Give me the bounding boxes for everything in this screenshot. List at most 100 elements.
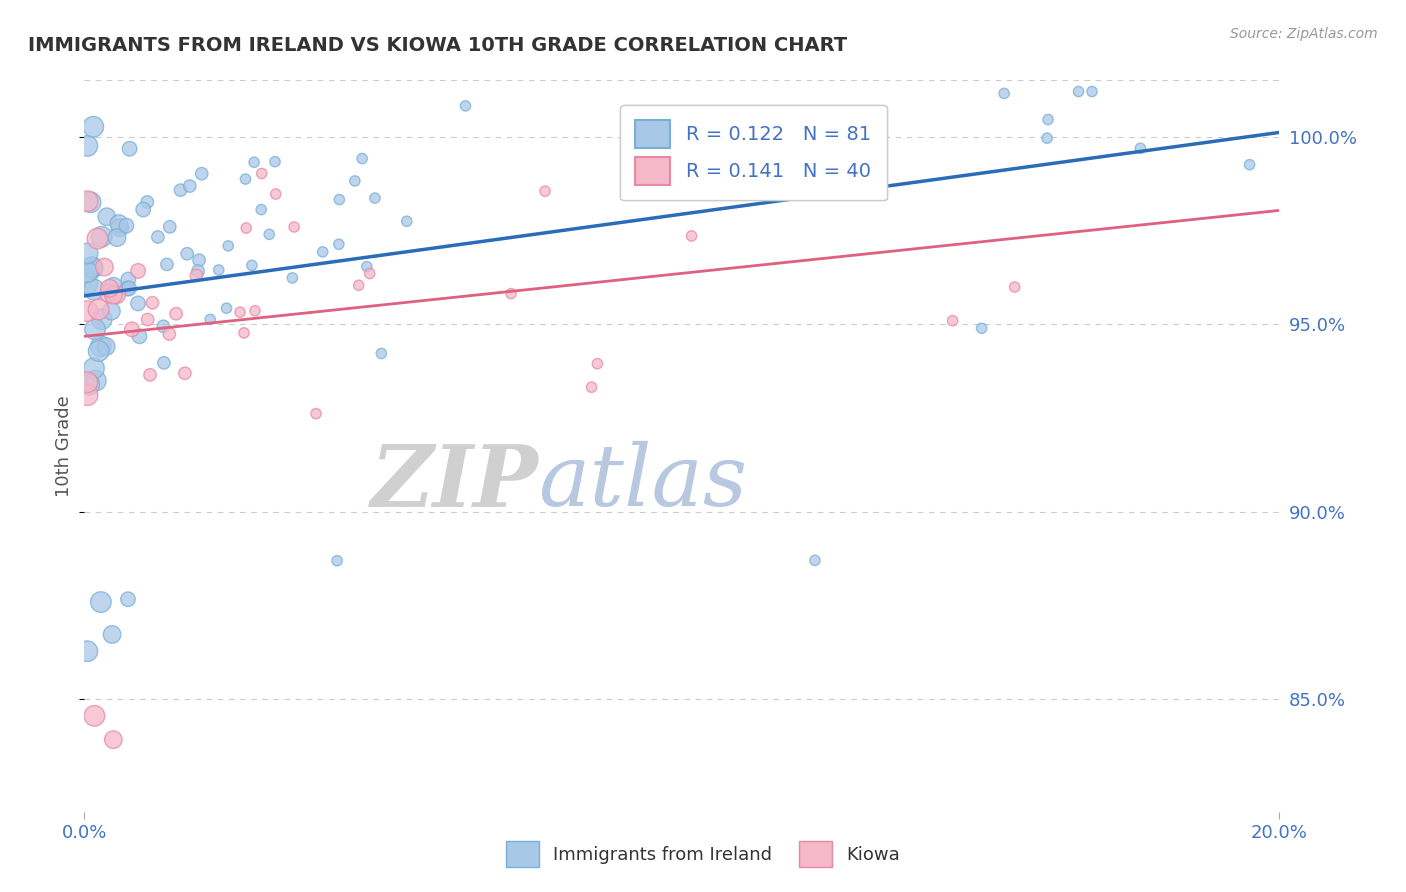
Point [76, 388, 98, 402]
Point [146, 230, 169, 244]
Point [90, 595, 112, 609]
Point [188, 253, 211, 268]
Point [190, 167, 212, 181]
Point [108, 220, 131, 235]
Point [139, 368, 162, 382]
Point [84, 322, 107, 336]
Point [83, 283, 105, 297]
Point [82, 120, 104, 134]
Point [103, 732, 125, 747]
Point [90, 229, 112, 244]
Point [105, 287, 128, 301]
Point [156, 257, 179, 271]
Point [83, 361, 105, 376]
Point [395, 214, 418, 228]
Point [153, 356, 176, 370]
Point [1036, 131, 1059, 145]
Point [1004, 280, 1026, 294]
Point [176, 246, 198, 260]
Point [159, 219, 181, 234]
Point [82, 260, 104, 275]
Point [352, 152, 374, 166]
Point [174, 366, 197, 380]
Point [96, 210, 118, 224]
Point [82, 260, 104, 275]
Point [616, 178, 638, 193]
Point [326, 554, 349, 568]
Point [454, 99, 477, 113]
Point [76, 304, 98, 318]
Point [117, 281, 139, 295]
Point [359, 267, 381, 281]
Point [118, 142, 141, 156]
Point [1239, 158, 1261, 172]
Point [235, 221, 257, 235]
Point [534, 184, 557, 198]
Point [250, 166, 273, 180]
Point [208, 263, 231, 277]
Point [132, 202, 155, 217]
Point [328, 193, 350, 207]
Point [136, 194, 159, 209]
Point [970, 321, 993, 335]
Point [83, 708, 105, 723]
Point [128, 329, 150, 343]
Point [127, 264, 149, 278]
Point [136, 312, 159, 326]
Point [356, 260, 378, 274]
Point [103, 279, 125, 293]
Point [250, 202, 273, 217]
Point [157, 326, 180, 341]
Point [328, 237, 350, 252]
Point [117, 272, 139, 286]
Point [179, 179, 201, 194]
Point [84, 374, 107, 388]
Point [281, 271, 304, 285]
Point [264, 154, 287, 169]
Point [127, 296, 149, 310]
Point [76, 265, 98, 279]
Point [1129, 141, 1152, 155]
Point [98, 281, 121, 295]
Point [581, 380, 603, 394]
Point [229, 305, 252, 319]
Point [370, 346, 392, 360]
Point [766, 155, 789, 169]
Legend: Immigrants from Ireland, Kiowa: Immigrants from Ireland, Kiowa [499, 834, 907, 874]
Text: atlas: atlas [538, 442, 748, 524]
Point [1081, 85, 1104, 99]
Point [343, 174, 366, 188]
Point [79, 195, 101, 210]
Point [169, 183, 191, 197]
Y-axis label: 10th Grade: 10th Grade [55, 395, 73, 497]
Point [233, 326, 256, 340]
Point [993, 87, 1015, 101]
Point [141, 295, 163, 310]
Point [681, 228, 703, 243]
Point [101, 627, 124, 641]
Point [243, 303, 266, 318]
Point [87, 344, 110, 359]
Point [76, 376, 98, 390]
Point [264, 187, 287, 202]
Point [100, 304, 122, 318]
Point [93, 260, 115, 274]
Text: Source: ZipAtlas.com: Source: ZipAtlas.com [1230, 27, 1378, 41]
Point [76, 139, 98, 153]
Point [215, 301, 238, 315]
Point [90, 312, 112, 326]
Point [187, 264, 209, 278]
Point [77, 377, 100, 392]
Point [80, 260, 103, 275]
Point [97, 286, 120, 301]
Point [96, 340, 118, 354]
Point [499, 286, 522, 301]
Point [235, 172, 257, 186]
Point [103, 288, 125, 302]
Point [347, 278, 370, 293]
Point [257, 227, 280, 242]
Point [76, 194, 98, 209]
Legend: R = 0.122   N = 81, R = 0.141   N = 40: R = 0.122 N = 81, R = 0.141 N = 40 [620, 104, 887, 201]
Point [243, 155, 266, 169]
Point [240, 258, 263, 272]
